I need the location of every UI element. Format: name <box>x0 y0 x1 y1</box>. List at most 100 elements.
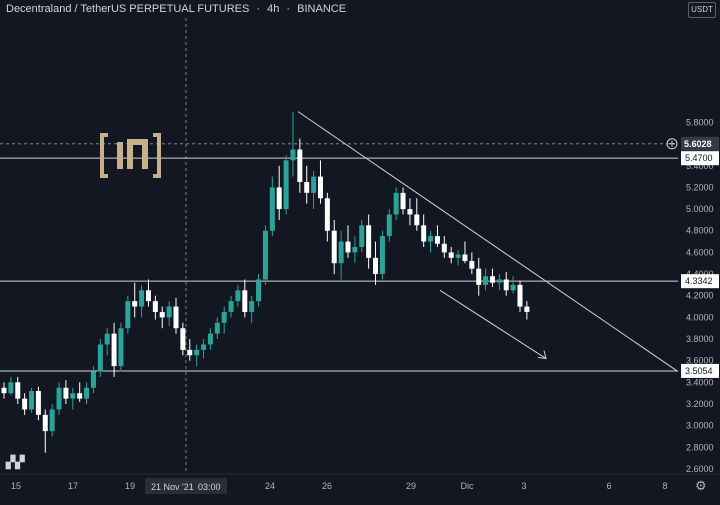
candle-body <box>152 301 158 312</box>
y-tick-label: 4.4000 <box>686 269 714 279</box>
candle-body <box>63 387 69 399</box>
candle-body <box>235 290 241 302</box>
x-tick-label: 6 <box>606 481 611 491</box>
x-tick-label: 24 <box>265 481 275 491</box>
candle-body <box>256 279 262 302</box>
gear-icon[interactable]: ⚙ <box>695 478 707 493</box>
level-price-badge <box>681 151 719 166</box>
candle-body <box>29 391 35 410</box>
chart-header: Decentraland / TetherUS PERPETUAL FUTURE… <box>6 3 346 15</box>
candle-body <box>510 284 516 291</box>
exchange-label: BINANCE <box>297 3 347 15</box>
candle-body <box>42 414 48 432</box>
candle-body <box>455 254 461 258</box>
candle-body <box>145 290 151 302</box>
candle-body <box>496 279 502 283</box>
crosshair-price-label: 5.6028 <box>684 139 712 149</box>
candle-body <box>331 230 337 264</box>
candle-body <box>269 187 275 231</box>
crosshair-time-label: 03:00 <box>198 482 221 492</box>
candle-body <box>159 311 165 318</box>
candle-body <box>1 387 7 394</box>
y-tick-label: 3.8000 <box>686 334 714 344</box>
candle-body <box>77 393 83 399</box>
candle-body <box>483 276 489 285</box>
watermark-logo-n <box>127 139 148 169</box>
y-tick-label: 4.0000 <box>686 312 714 322</box>
level-price-label: 4.3342 <box>685 276 713 286</box>
candle-body <box>132 301 138 307</box>
candle-body <box>448 252 454 258</box>
x-tick-label: 15 <box>11 481 21 491</box>
candle-body <box>379 236 385 275</box>
interval-label[interactable]: 4h <box>267 3 280 15</box>
candle-body <box>317 176 323 199</box>
y-tick-label: 2.6000 <box>686 464 714 474</box>
y-tick-label: 4.8000 <box>686 226 714 236</box>
candle-body <box>517 284 523 307</box>
candle-body <box>297 149 303 183</box>
x-tick-label: 3 <box>521 481 526 491</box>
candle-body <box>283 160 289 210</box>
crosshair-time-badge <box>145 478 227 494</box>
arrow-head <box>537 350 547 360</box>
crosshair-price-badge <box>681 136 719 151</box>
candle-body <box>97 344 103 372</box>
trendline[interactable] <box>297 111 679 372</box>
x-tick-label: 8 <box>662 481 667 491</box>
candle-body <box>311 176 317 193</box>
y-tick-label: 5.4000 <box>686 161 714 171</box>
candle-body <box>428 236 434 242</box>
candle-body <box>414 214 420 226</box>
candle-body <box>242 290 248 312</box>
candle-body <box>400 192 406 210</box>
y-tick-label: 3.4000 <box>686 377 714 387</box>
crosshair-date-label: 21 Nov '21 <box>151 482 194 492</box>
candle-body <box>70 393 76 399</box>
candle-body <box>207 333 213 345</box>
candle-body <box>262 230 268 280</box>
candle-body <box>111 333 117 367</box>
candle-body <box>434 236 440 244</box>
candle-body <box>441 243 447 253</box>
candle-body <box>352 246 358 253</box>
candle-body <box>180 328 186 350</box>
y-tick-label: 5.0000 <box>686 204 714 214</box>
x-tick-label: 19 <box>125 481 135 491</box>
candle-body <box>304 182 310 193</box>
candle-body <box>173 306 179 329</box>
price-axis[interactable] <box>678 0 720 500</box>
plus-circle-icon[interactable] <box>666 138 678 150</box>
y-tick-label: 4.6000 <box>686 247 714 257</box>
candle-body <box>214 322 220 334</box>
candle-body <box>8 382 14 394</box>
candle-body <box>118 328 124 367</box>
candle-body <box>503 279 509 291</box>
candle-body <box>290 149 296 161</box>
x-tick-label: 17 <box>68 481 78 491</box>
candle-body <box>345 241 351 253</box>
candle-body <box>366 225 372 258</box>
arrow-line[interactable] <box>439 289 547 359</box>
currency-button[interactable]: USDT <box>688 2 716 18</box>
candle-body <box>489 276 495 283</box>
candle-body <box>228 301 234 312</box>
candle-body <box>469 261 475 269</box>
candle-body <box>476 268 482 285</box>
candle-body <box>338 241 344 264</box>
symbol-name[interactable]: Decentraland / TetherUS PERPETUAL FUTURE… <box>6 3 250 15</box>
candle-body <box>194 349 200 356</box>
candle-body <box>386 214 392 237</box>
header-separator-1: · <box>256 3 261 15</box>
y-tick-label: 3.0000 <box>686 421 714 431</box>
y-tick-label: 4.2000 <box>686 291 714 301</box>
candle-body <box>421 225 427 242</box>
tradingview-logo-icon[interactable]: ▞▞ <box>6 455 25 469</box>
candle-body <box>22 398 28 410</box>
level-price-badge <box>681 363 719 378</box>
candle-body <box>90 371 96 388</box>
level-price-label: 5.4700 <box>685 153 713 163</box>
candle-body <box>187 349 193 356</box>
